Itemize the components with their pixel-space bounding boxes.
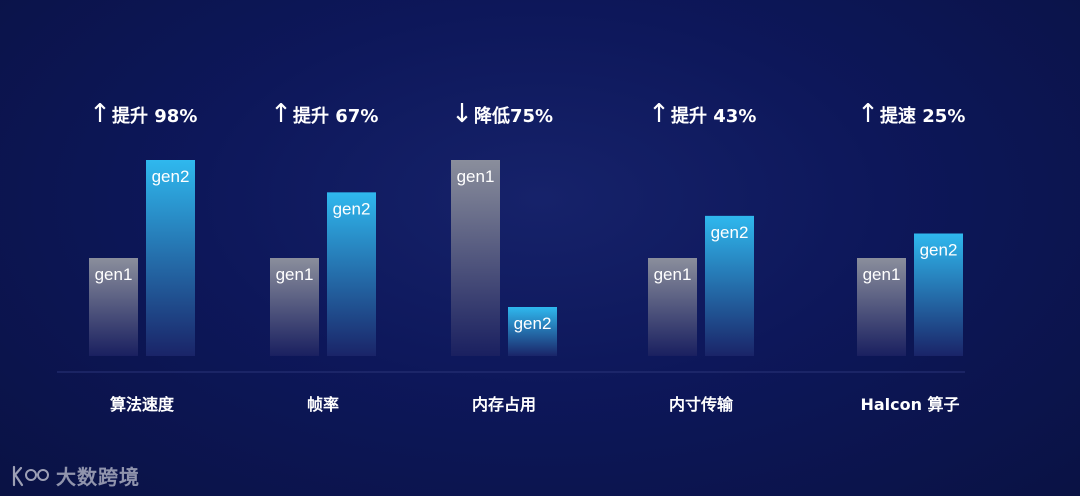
bar-gen1: [89, 258, 138, 356]
arrow-up-icon: ↑: [89, 99, 111, 129]
bar-label-gen1: gen1: [654, 265, 692, 284]
bar-label-gen1: gen1: [95, 265, 133, 284]
bar-gen1: [857, 258, 906, 356]
arrow-up-icon: ↑: [648, 99, 670, 129]
bar-gen2: [705, 215, 754, 356]
category-label: 帧率: [307, 395, 339, 414]
bar-gen2: [327, 192, 376, 356]
bar-gen2: [146, 160, 195, 356]
watermark: 大数跨境: [10, 460, 140, 490]
change-annotation: 提升 67%: [293, 105, 378, 127]
arrow-down-icon: ↓: [451, 99, 473, 129]
bar-label-gen2: gen2: [152, 167, 190, 186]
category-label: 算法速度: [110, 395, 175, 414]
bar-gen1: [270, 258, 319, 356]
change-annotation: 降低75%: [474, 105, 553, 127]
bar-label-gen1: gen1: [457, 167, 495, 186]
change-annotation: 提升 98%: [112, 105, 197, 127]
bar-gen2: [508, 307, 557, 356]
category-label: Halcon 算子: [860, 395, 959, 414]
watermark-text: 大数跨境: [56, 464, 140, 489]
change-annotation: 提速 25%: [880, 105, 965, 127]
category-label: 内寸传输: [669, 395, 734, 414]
bar-gen1: [451, 160, 500, 356]
bar-label-gen2: gen2: [711, 223, 749, 242]
kuajing-logo-icon: [12, 465, 49, 487]
category-label: 内存占用: [472, 395, 536, 414]
bar-label-gen2: gen2: [333, 199, 371, 218]
change-annotation: 提升 43%: [671, 105, 756, 127]
arrow-up-icon: ↑: [270, 99, 292, 129]
bar-label-gen2: gen2: [920, 241, 958, 260]
bar-label-gen1: gen1: [863, 265, 901, 284]
arrow-up-icon: ↑: [857, 99, 879, 129]
bar-gen1: [648, 258, 697, 356]
bar-gen2: [914, 233, 963, 356]
bar-label-gen1: gen1: [276, 265, 314, 284]
bar-label-gen2: gen2: [514, 314, 552, 333]
